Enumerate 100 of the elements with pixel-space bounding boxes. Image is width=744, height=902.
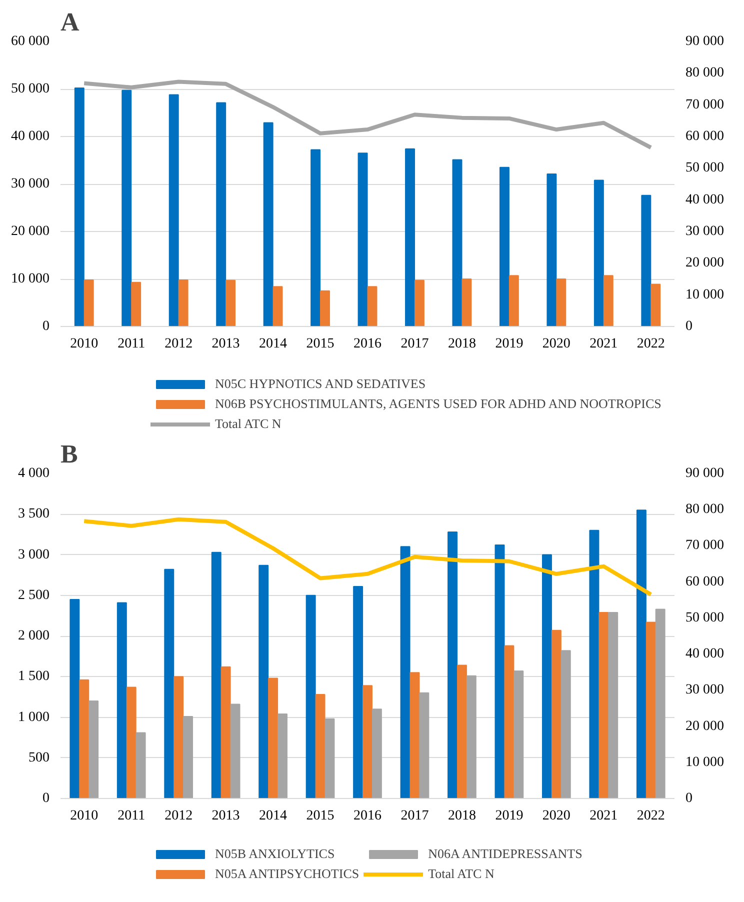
x-tick-label: 2014 [259,808,288,824]
x-tick-label: 2020 [542,808,570,824]
bar [126,686,136,798]
bar [216,102,226,326]
x-tick-label: 2012 [164,336,193,352]
bar [499,166,510,326]
y2-tick-label: 70 000 [686,538,724,554]
bar [462,278,472,326]
bar [79,679,90,798]
y-tick-label: 500 [28,750,50,766]
bar [405,148,415,326]
x-tick-label: 2018 [448,808,476,824]
bar [542,554,552,798]
bar [448,532,458,798]
y-tick-label: 3 500 [18,506,50,522]
bar [168,94,179,326]
bar [310,149,321,326]
y2-tick-label: 0 [686,319,692,334]
bar [258,564,269,798]
x-tick-label: 2010 [70,336,98,352]
x-tick-label: 2011 [118,336,146,352]
x-tick-label: 2022 [636,336,665,352]
y2-tick-label: 0 [686,791,692,806]
bar [178,279,188,326]
bar [594,180,604,326]
x-tick-label: 2012 [164,808,193,824]
y-tick-label: 0 [42,791,50,806]
bar [272,286,283,326]
chart-title: A [60,8,80,36]
y-tick-label: 0 [42,319,50,334]
bar [466,675,476,798]
x-tick-label: 2022 [636,808,665,824]
x-tick-label: 2021 [590,336,618,352]
x-tick-label: 2014 [259,336,288,352]
x-tick-label: 2016 [354,336,382,352]
bar [452,159,462,326]
bar [324,718,335,798]
x-tick-label: 2019 [495,808,524,824]
y2-tick-label: 20 000 [686,718,724,734]
bar [268,678,278,798]
bar [546,174,557,326]
bar [551,630,562,798]
y2-tick-label: 30 000 [686,224,724,239]
y-tick-label: 4 000 [18,466,50,481]
bar [136,732,146,798]
y-tick-label: 60 000 [11,34,50,49]
line-series [82,80,653,150]
bar [372,708,382,798]
bar [556,278,566,326]
chart-title: B [60,440,78,468]
y2-tick-label: 80 000 [686,66,724,81]
line-series [82,517,653,596]
bar [410,672,420,798]
legend-label: N05C HYPNOTICS AND SEDATIVES [215,376,426,392]
bar [400,546,410,798]
bar [278,714,288,798]
bar [88,700,99,798]
y2-tick-label: 70 000 [686,97,724,112]
legend-label: N05A ANTIPSYCHOTICS [215,866,360,882]
bar [183,716,194,798]
bar [84,279,94,326]
bar [320,290,330,326]
y2-tick-label: 50 000 [686,610,724,626]
bar [358,152,368,326]
bar [514,670,524,798]
bar [655,608,666,798]
x-tick-label: 2015 [306,336,334,352]
y-tick-label: 2 500 [18,588,50,603]
x-tick-label: 2010 [70,808,98,824]
bar [131,282,142,326]
y2-tick-label: 10 000 [686,287,724,302]
y2-tick-label: 90 000 [686,34,724,49]
bar [560,650,571,798]
bar [494,544,505,798]
x-tick-label: 2015 [306,808,334,824]
bar [603,275,614,326]
bar [641,194,652,326]
bar [174,676,184,798]
y-tick-label: 30 000 [11,176,50,192]
y2-tick-label: 60 000 [686,129,724,144]
legend-label: Total ATC N [428,866,494,882]
y2-tick-label: 50 000 [686,160,724,176]
legend-label: N05B ANXIOLYTICS [215,846,335,862]
x-tick-label: 2017 [400,336,429,352]
y2-tick-label: 40 000 [686,192,724,208]
bar [414,280,424,326]
bar [598,612,609,798]
y-tick-label: 2 000 [18,628,50,644]
legend-label: N06B PSYCHOSTIMULANTS, AGENTS USED FOR ADHD AND NOOTROPICS [215,396,662,412]
y2-tick-label: 40 000 [686,646,724,662]
x-tick-label: 2017 [400,808,429,824]
bar [211,552,222,798]
bar [456,664,467,798]
bar [419,692,430,798]
bar [164,568,174,798]
legend-label: Total ATC N [215,416,282,432]
bar [220,666,231,798]
bar [589,530,600,798]
x-tick-label: 2019 [495,336,524,352]
bar [315,694,326,798]
